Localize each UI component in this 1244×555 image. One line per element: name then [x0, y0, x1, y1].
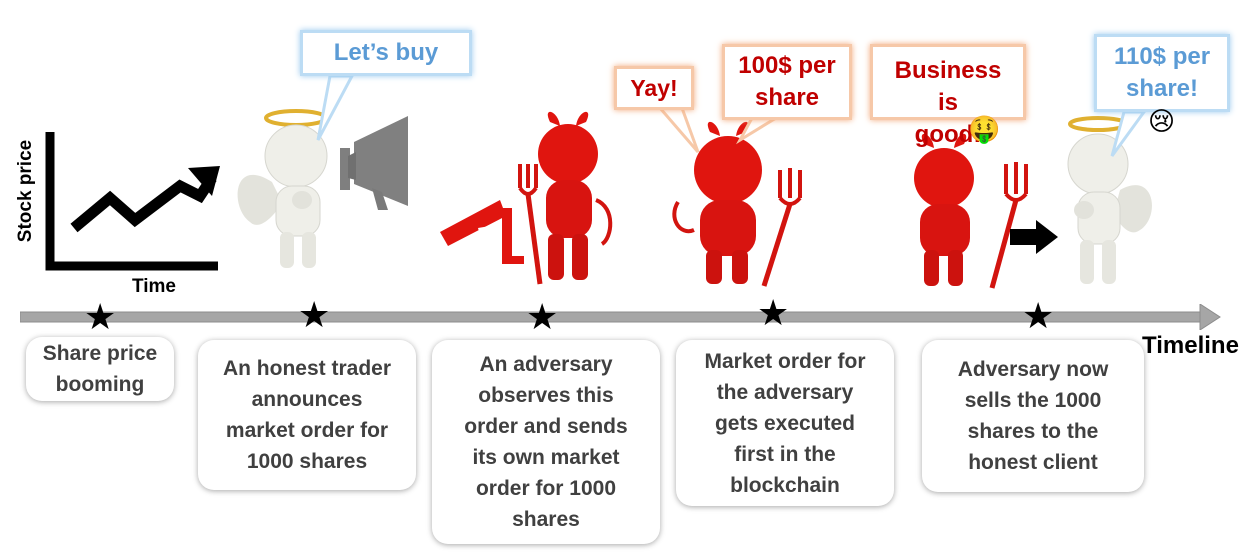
devil-adversary-executed-figure: [672, 121, 802, 287]
business-is-good-bubble: Business is good!: [870, 44, 1026, 148]
right-arrow-icon: [1010, 220, 1058, 254]
devil-adversary-selling-figure: [914, 133, 1028, 289]
devil-adversary-observing-figure: [440, 111, 613, 285]
step-text-5: Adversary now sells the 1000 shares to t…: [957, 358, 1109, 474]
step-text-4: Market order for the adversary gets exec…: [704, 349, 866, 497]
price-110-bubble: 110$ per share!: [1094, 34, 1230, 112]
timeline-star-3: ★: [526, 296, 559, 337]
step-box-1: Share price booming: [26, 337, 174, 401]
sad-face-emoji: 😢: [1148, 106, 1176, 136]
business-is-good-text: Business is good!: [894, 57, 1002, 148]
timeline-star-2: ★: [298, 294, 331, 335]
stock-chart-icon: [45, 132, 220, 271]
timeline-star-5: ★: [1022, 295, 1055, 336]
step-box-3: An adversary observes this order and sen…: [432, 340, 660, 544]
timeline-star-4: ★: [757, 292, 790, 333]
yay-bubble: Yay!: [614, 66, 694, 110]
step-box-5: Adversary now sells the 1000 shares to t…: [922, 340, 1144, 492]
time-axis-label: Time: [132, 276, 177, 297]
timeline-arrow: [20, 304, 1221, 330]
timeline-label: Timeline: [1142, 332, 1239, 359]
price-100-bubble: 100$ per share: [722, 44, 852, 120]
timeline-star-1: ★: [84, 296, 117, 337]
step-text-3: An adversary observes this order and sen…: [464, 353, 628, 531]
lets-buy-bubble: Let’s buy: [300, 30, 472, 76]
money-face-emoji: 🤑: [968, 114, 1001, 144]
step-text-2: An honest trader announces market order …: [222, 357, 392, 473]
step-text-1: Share price booming: [42, 342, 158, 396]
step-box-4: Market order for the adversary gets exec…: [676, 340, 894, 506]
step-box-2: An honest trader announces market order …: [198, 340, 416, 490]
angel-honest-trader-figure: [237, 109, 408, 268]
